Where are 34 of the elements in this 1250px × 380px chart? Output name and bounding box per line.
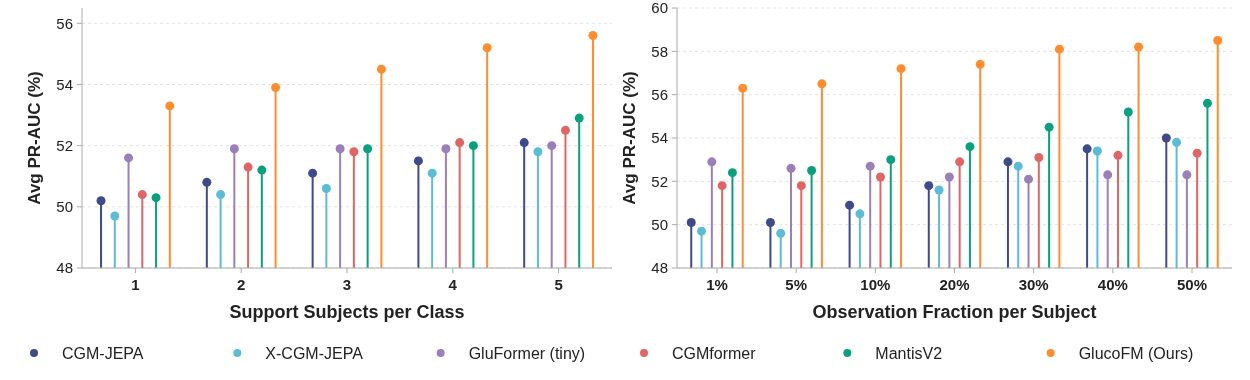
y-axis-title: Avg PR-AUC (%)	[620, 71, 639, 205]
y-tick-label: 50	[56, 198, 73, 216]
x-tick-label: 40%	[1097, 276, 1128, 293]
x-tick-label: 5	[554, 276, 563, 293]
x-tick-label: 2	[237, 276, 246, 293]
y-tick-label: 52	[56, 136, 73, 154]
x-tick-label: 3	[342, 276, 352, 293]
y-tick-label: 58	[651, 42, 668, 60]
y-tick-label: 48	[56, 259, 73, 277]
x-tick-label: 1	[131, 276, 140, 293]
x-tick-label: 4	[448, 276, 458, 293]
x-axis-title: Observation Fraction per Subject	[812, 302, 1097, 322]
legend-label: X-CGM-JEPA	[265, 344, 364, 362]
y-tick-label: 60	[651, 0, 668, 17]
x-tick-label: 50%	[1177, 276, 1208, 293]
y-tick-label: 52	[651, 172, 668, 190]
x-tick-label: 30%	[1018, 276, 1049, 293]
x-axis-title: Support Subjects per Class	[229, 302, 465, 322]
y-tick-label: 54	[56, 75, 73, 93]
legend-label: GlucoFM (Ours)	[1078, 344, 1194, 362]
x-tick-label: 10%	[860, 276, 891, 293]
legend-label: CGMformer	[672, 344, 757, 362]
y-axis-title: Avg PR-AUC (%)	[25, 71, 44, 205]
legend-label: MantisV2	[875, 344, 943, 362]
y-tick-label: 50	[651, 215, 668, 233]
y-tick-label: 56	[56, 14, 73, 32]
y-tick-label: 54	[651, 129, 668, 147]
y-tick-label: 48	[651, 259, 668, 277]
x-tick-label: 20%	[939, 276, 970, 293]
x-tick-label: 5%	[785, 276, 807, 293]
y-tick-label: 56	[651, 85, 668, 103]
x-tick-label: 1%	[706, 276, 728, 293]
legend-label: GluFormer (tiny)	[468, 344, 586, 362]
legend-label: CGM-JEPA	[62, 344, 144, 362]
